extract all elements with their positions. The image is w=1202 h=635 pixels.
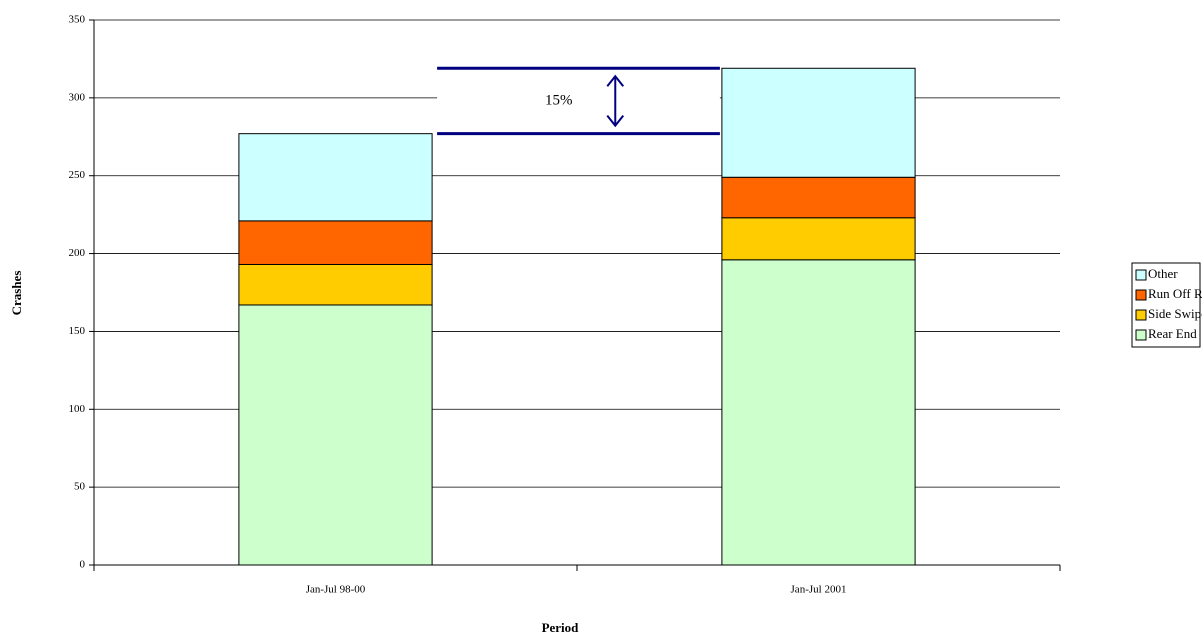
bar-segment <box>721 176 916 219</box>
y-tick-label: 50 <box>74 481 86 493</box>
legend-label: Run Off Road <box>1148 286 1202 301</box>
y-axis-title: Crashes <box>9 271 24 316</box>
annotation-arrowhead <box>606 115 625 128</box>
bar-segment <box>721 259 916 566</box>
y-tick-label: 300 <box>69 91 86 103</box>
legend-swatch <box>1135 329 1147 341</box>
legend-label: Side Swipe <box>1148 306 1202 321</box>
legend-swatch <box>1135 289 1147 301</box>
legend-label: Rear End <box>1148 326 1197 341</box>
annotation-bg <box>437 68 720 134</box>
bar-segment <box>238 133 433 222</box>
y-tick-label: 350 <box>69 14 86 26</box>
x-tick-label: Jan-Jul 2001 <box>791 584 847 596</box>
legend-label: Other <box>1148 266 1178 281</box>
y-tick-label: 200 <box>69 247 86 259</box>
bar-segment <box>721 67 916 178</box>
annotation-text: 15% <box>545 92 573 108</box>
bar-segment <box>238 220 433 265</box>
y-tick-label: 150 <box>69 325 86 337</box>
bar-segment <box>721 217 916 261</box>
legend-swatch <box>1135 309 1147 321</box>
x-axis-title: Period <box>542 620 580 635</box>
bar-segment <box>238 263 433 306</box>
legend-swatch <box>1135 269 1147 281</box>
annotation-arrowhead <box>606 74 625 87</box>
bar-segment <box>238 304 433 566</box>
y-tick-label: 0 <box>80 559 86 571</box>
x-tick-label: Jan-Jul 98-00 <box>306 584 366 596</box>
y-tick-label: 100 <box>69 403 86 415</box>
y-tick-label: 250 <box>69 169 86 181</box>
